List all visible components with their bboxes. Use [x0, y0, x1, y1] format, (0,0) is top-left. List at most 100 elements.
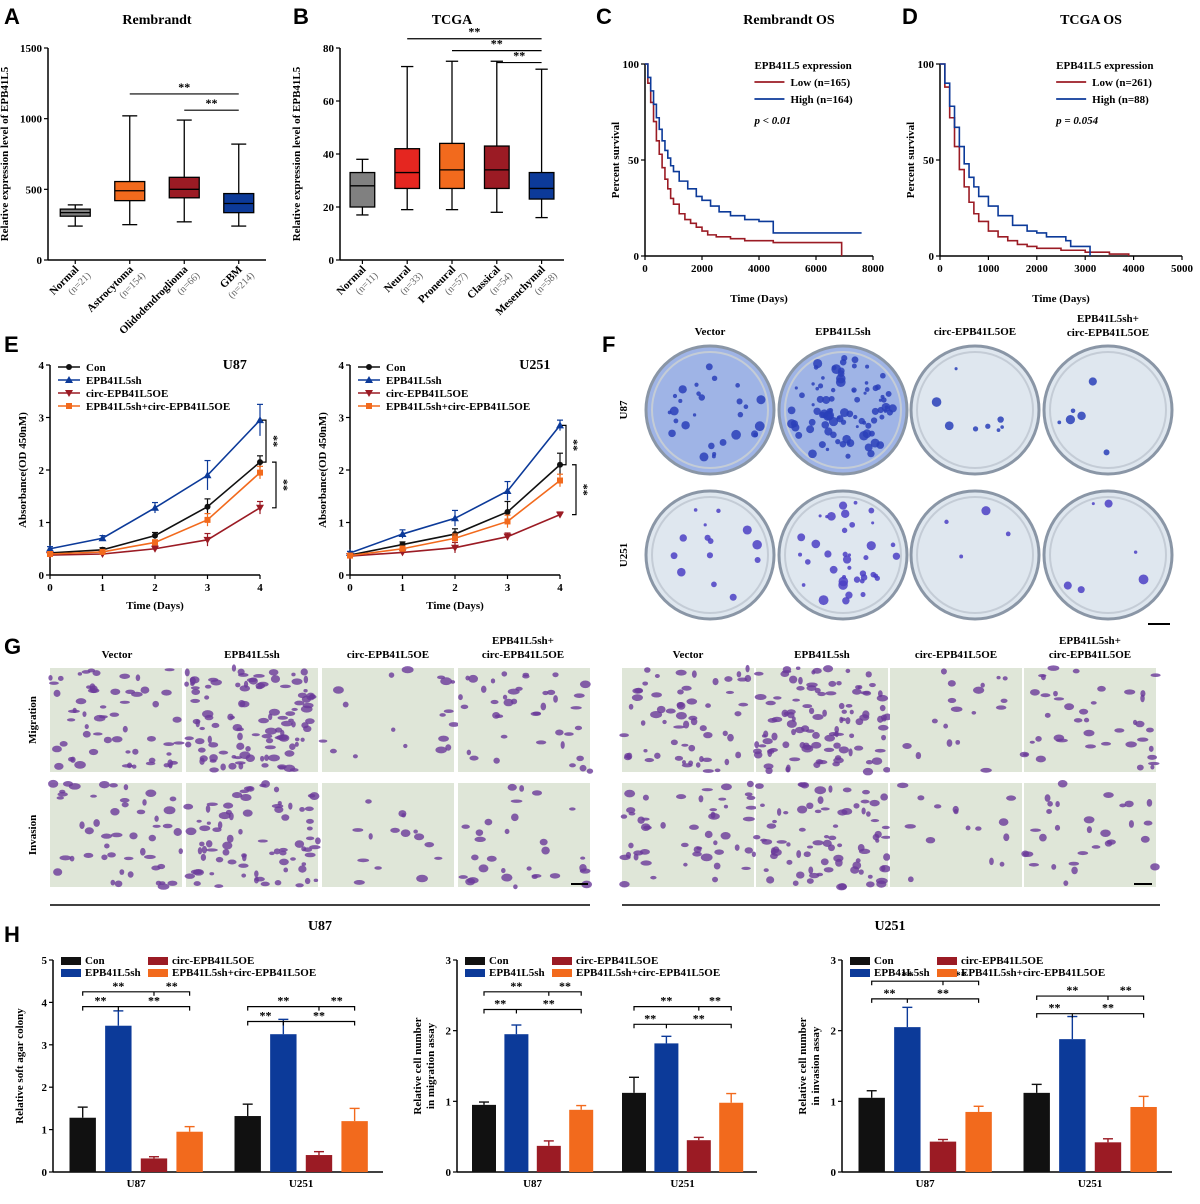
stained-cell: [206, 821, 211, 825]
stained-cell: [440, 677, 453, 686]
stained-cell: [980, 767, 992, 773]
stained-cell: [212, 827, 222, 833]
stained-cell: [702, 769, 714, 773]
stained-cell: [933, 804, 942, 809]
stained-cell: [305, 718, 315, 725]
x-tick-label: 4000: [1123, 263, 1146, 275]
stained-cell: [53, 689, 61, 697]
stained-cell: [746, 780, 754, 788]
legend-swatch: [465, 957, 485, 965]
stained-cell: [195, 719, 200, 728]
stained-cell: [724, 758, 730, 766]
stained-cell: [220, 763, 226, 771]
stained-cell: [173, 828, 182, 836]
stained-cell: [1146, 727, 1154, 733]
stained-cell: [805, 729, 815, 733]
stained-cell: [570, 706, 582, 710]
stained-cell: [1128, 820, 1134, 828]
colony: [1070, 408, 1076, 414]
y-tick-label: 1: [446, 1096, 452, 1108]
legend-entry: EPB41L5sh+circ-EPB41L5OE: [172, 967, 316, 979]
stained-cell: [226, 834, 234, 843]
y-tick-label: 0: [329, 255, 335, 267]
stained-cell: [745, 805, 757, 810]
stained-cell: [235, 682, 241, 688]
colony: [711, 375, 718, 382]
colony: [863, 391, 867, 395]
colony: [754, 421, 765, 432]
stained-cell: [1053, 697, 1065, 701]
bar-con: [234, 1116, 261, 1172]
stained-cell: [741, 866, 751, 871]
stained-cell: [315, 837, 321, 845]
stained-cell: [368, 833, 373, 840]
y-tick-label: 1: [39, 518, 45, 530]
stained-cell: [947, 697, 957, 703]
colony: [811, 403, 815, 407]
stained-cell: [416, 874, 428, 883]
significance-label: **: [644, 1011, 656, 1025]
stained-cell: [762, 738, 773, 745]
stained-cell: [268, 669, 279, 676]
stained-cell: [434, 856, 443, 860]
stained-cell: [965, 825, 971, 831]
transwell-photo-panel: Vector EPB41L5sh circ-EPB41L5OE EPB41L5sh+ c…: [27, 635, 1161, 934]
stained-cell: [676, 702, 685, 708]
colony: [892, 552, 901, 560]
stained-cell: [1047, 801, 1053, 807]
stained-cell: [1002, 676, 1008, 681]
stained-cell: [579, 680, 591, 689]
stained-cell: [511, 813, 519, 822]
panel-label-b: B: [293, 4, 309, 29]
chart-title: U251: [519, 358, 550, 373]
stained-cell: [486, 855, 497, 862]
significance-label: **: [277, 479, 291, 491]
legend-title: EPB41L5 expression: [754, 60, 851, 72]
stained-cell: [304, 877, 311, 885]
stained-cell: [660, 821, 666, 829]
y-tick-label: 0: [634, 251, 640, 263]
stained-cell: [1057, 779, 1068, 788]
colony: [845, 591, 853, 599]
stained-cell: [975, 826, 982, 831]
stained-cell: [294, 741, 299, 747]
stained-cell: [205, 804, 211, 813]
colony: [1091, 502, 1095, 506]
x-tick-label: 6000: [805, 263, 828, 275]
stained-cell: [825, 691, 837, 696]
stained-cell: [413, 829, 418, 834]
marker-square: [204, 516, 211, 523]
stained-cell: [786, 859, 793, 865]
stained-cell: [789, 675, 798, 684]
colony: [868, 507, 875, 514]
x-tick-label: 4: [557, 582, 563, 594]
stained-cell: [155, 880, 162, 886]
colony: [880, 372, 886, 379]
significance-label: **: [1102, 1001, 1114, 1015]
significance-label: **: [166, 979, 178, 993]
stained-cell: [541, 846, 550, 855]
marker-triangle: [98, 534, 107, 542]
stained-cell: [1097, 685, 1106, 692]
chart-title: U87: [223, 358, 247, 373]
stained-cell: [111, 736, 123, 743]
significance-bracket: [562, 424, 567, 466]
p-value: p = 0.054: [1055, 115, 1099, 127]
stained-cell: [871, 757, 883, 765]
bar-epb41l5sh: [105, 1025, 132, 1172]
stained-cell: [742, 816, 755, 822]
legend-entry: circ-EPB41L5OE: [961, 955, 1043, 967]
legend-entry: Low (n=261): [1092, 77, 1152, 89]
stained-cell: [313, 878, 319, 883]
stained-cell: [746, 795, 756, 800]
stained-cell: [1150, 863, 1160, 871]
legend-entry: EPB41L5sh: [86, 375, 142, 387]
marker-triangle: [365, 376, 373, 383]
stained-cell: [237, 668, 245, 676]
stained-cell: [808, 866, 814, 875]
x-tick-label: U251: [1078, 1178, 1102, 1190]
significance-bracket: [633, 1006, 732, 1011]
y-tick-label: 4: [39, 360, 45, 372]
stained-cell: [209, 872, 215, 876]
stained-cell: [683, 862, 688, 867]
